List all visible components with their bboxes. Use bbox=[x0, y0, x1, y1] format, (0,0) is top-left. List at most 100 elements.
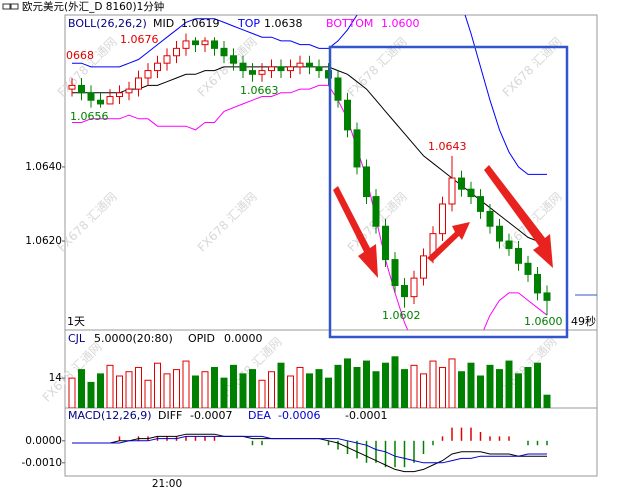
volume-bar bbox=[372, 371, 380, 408]
volume-bar bbox=[182, 360, 190, 408]
boll-line bbox=[72, 15, 547, 175]
volume-bar bbox=[173, 369, 180, 408]
annotation: 1.0600 bbox=[524, 315, 563, 328]
y-tick-label: 1.0640 bbox=[25, 161, 62, 173]
indicator-params: 5.0000(20:80) bbox=[94, 332, 173, 345]
arrow bbox=[333, 186, 378, 278]
candle-body bbox=[534, 273, 541, 294]
volume-bar bbox=[296, 366, 304, 408]
candle-body bbox=[363, 166, 370, 198]
legend-name: MID bbox=[153, 17, 174, 30]
indicator-label: MACD(12,26,9) bbox=[68, 409, 152, 422]
annotation: 1.0663 bbox=[240, 84, 279, 97]
arrow bbox=[427, 222, 470, 262]
volume-bar bbox=[344, 358, 351, 408]
candle-body bbox=[220, 47, 228, 57]
candle-body bbox=[163, 55, 171, 64]
volume-bar bbox=[306, 373, 313, 408]
volume-bar bbox=[135, 366, 142, 408]
boll-line bbox=[72, 84, 548, 330]
legend-name: DIFF bbox=[158, 409, 182, 422]
annotation: 0668 bbox=[66, 49, 94, 62]
countdown: 49秒 bbox=[571, 314, 596, 328]
candle-body bbox=[306, 62, 313, 68]
candle-body bbox=[410, 277, 418, 298]
candle-body bbox=[439, 203, 446, 235]
candle-body bbox=[296, 62, 304, 68]
volume-bar bbox=[192, 375, 199, 408]
candle-body bbox=[277, 66, 285, 72]
volume-bar bbox=[524, 366, 532, 408]
candle-body bbox=[515, 247, 522, 264]
legend-value: 1.0619 bbox=[181, 17, 220, 30]
volume-bar bbox=[106, 364, 114, 408]
candle-body bbox=[505, 240, 513, 249]
x-tick-label: 21:00 bbox=[152, 478, 182, 490]
candle-body bbox=[106, 96, 114, 105]
highlight-box bbox=[328, 45, 569, 339]
volume-bar bbox=[249, 369, 256, 408]
volume-bar bbox=[401, 369, 408, 408]
volume-bar bbox=[125, 371, 133, 408]
candle-body bbox=[78, 84, 85, 94]
candle-body bbox=[325, 70, 332, 79]
candle-body bbox=[287, 66, 294, 72]
candle-body bbox=[401, 285, 408, 298]
candle-body bbox=[125, 88, 133, 94]
legend-name: TOP bbox=[237, 17, 260, 30]
candle-body bbox=[315, 66, 323, 72]
volume-bar bbox=[429, 360, 437, 408]
candle-body bbox=[135, 77, 142, 90]
candle-body bbox=[496, 225, 503, 242]
period-label: 1天 bbox=[67, 315, 85, 328]
candle-body bbox=[249, 70, 256, 75]
volume-bar bbox=[220, 377, 228, 408]
candle-body bbox=[144, 70, 152, 79]
chart-title: 欧元美元(外汇_D 8160)1分钟 bbox=[22, 0, 164, 13]
volume-bar bbox=[458, 371, 465, 408]
volume-plot bbox=[68, 356, 551, 408]
candle-body bbox=[192, 40, 199, 46]
arrow bbox=[484, 165, 553, 268]
legend-value: -0.0006 bbox=[278, 409, 320, 422]
volume-bar bbox=[334, 364, 342, 408]
candle-body bbox=[87, 92, 95, 101]
candle-body bbox=[524, 262, 532, 275]
icon bbox=[2, 3, 11, 10]
legend-name: OPID bbox=[188, 332, 215, 345]
volume-bar bbox=[211, 366, 218, 408]
candle-body bbox=[382, 225, 389, 261]
volume-bar bbox=[97, 373, 104, 408]
candle-body bbox=[173, 47, 180, 57]
volume-bar bbox=[78, 369, 85, 408]
macd-line bbox=[72, 435, 547, 464]
candle-body bbox=[458, 177, 465, 190]
candle-body bbox=[97, 99, 104, 105]
y-tick-label: 1.0620 bbox=[25, 235, 62, 247]
volume-bar bbox=[87, 381, 95, 408]
candle-body bbox=[543, 292, 551, 301]
volume-bar bbox=[420, 373, 427, 408]
annotation: 1.0643 bbox=[428, 140, 467, 153]
volume-bar bbox=[277, 362, 285, 408]
candle-body bbox=[230, 55, 237, 64]
volume-bar bbox=[439, 366, 446, 408]
candle-body bbox=[201, 40, 209, 46]
indicator-label: CJL bbox=[68, 332, 86, 345]
annotation: 1.0656 bbox=[70, 110, 109, 123]
candle-body bbox=[372, 196, 380, 227]
arrows bbox=[333, 165, 553, 278]
candle-body bbox=[211, 40, 218, 49]
volume-bar bbox=[410, 364, 418, 408]
main-plot bbox=[68, 15, 551, 330]
volume-bar bbox=[230, 364, 237, 408]
y-tick-label: 0.0000 bbox=[25, 435, 62, 447]
indicator-label: BOLL(26,26,2) bbox=[68, 17, 147, 30]
volume-bar bbox=[363, 360, 370, 408]
volume-bar bbox=[486, 364, 494, 408]
candle-body bbox=[334, 77, 342, 101]
volume-bar bbox=[467, 362, 475, 408]
candle-body bbox=[467, 188, 475, 198]
candle-body bbox=[116, 92, 123, 98]
